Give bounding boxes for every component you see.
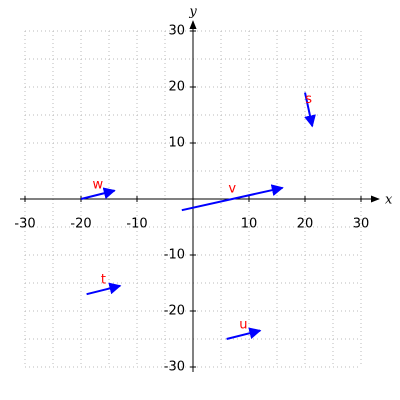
vector (80, 187, 116, 200)
y-tick-label: -20 (164, 304, 185, 319)
x-tick-label: -20 (70, 217, 91, 232)
vector-label: u (239, 317, 247, 332)
y-tick-label: 30 (168, 24, 185, 39)
y-tick-label: -30 (164, 360, 185, 375)
marks: w v s t u (80, 92, 316, 340)
x-axis-label: x (385, 193, 393, 208)
vector (86, 282, 122, 296)
vector (304, 92, 316, 128)
vector (226, 327, 262, 340)
vector-label: s (305, 92, 312, 107)
y-axis-label: y (188, 5, 197, 20)
x-tick-label: -10 (126, 217, 147, 232)
x-tick-label: 10 (241, 217, 258, 232)
x-tick-label: 30 (353, 217, 370, 232)
vector-label: w (92, 177, 103, 192)
vector-label: v (228, 182, 236, 197)
vector-label: t (101, 273, 106, 288)
y-tick-label: 20 (168, 80, 185, 95)
y-tick-label: -10 (164, 248, 185, 263)
axes: x y -30 -20 -10 10 20 30 -30 -20 -10 10 20 30 (14, 5, 393, 375)
y-tick-label: 10 (168, 136, 185, 151)
x-tick-label: -30 (14, 217, 35, 232)
x-tick-label: 20 (297, 217, 314, 232)
vector (181, 184, 284, 212)
